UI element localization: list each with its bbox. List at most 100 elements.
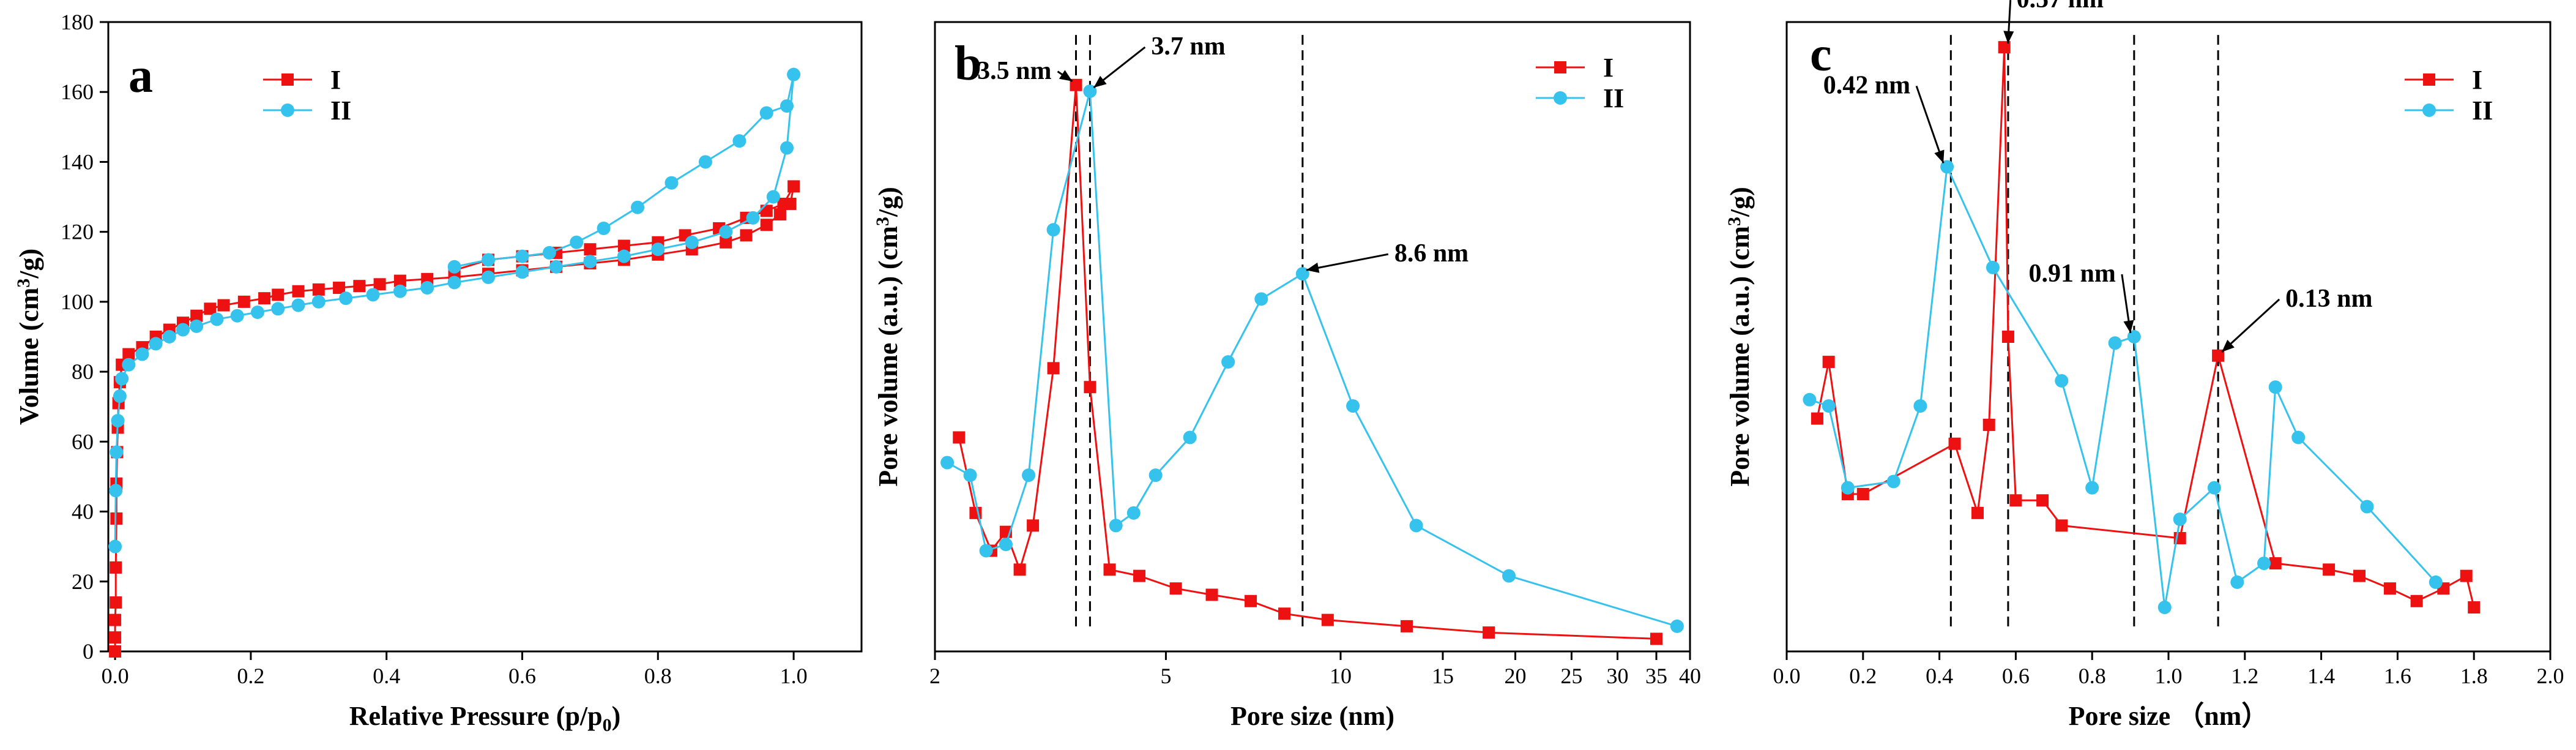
data-point-II: [617, 249, 631, 263]
data-point-II: [766, 190, 780, 204]
data-point-I: [584, 243, 597, 256]
data-point-II: [2085, 481, 2099, 495]
data-point-I: [237, 295, 250, 308]
x-tick-label: 1.2: [2231, 664, 2258, 688]
y-tick-label: 160: [61, 80, 94, 104]
data-point-II: [2230, 575, 2244, 589]
x-tick-label: 0.6: [2002, 664, 2030, 688]
data-point-II: [1254, 292, 1268, 306]
data-point-II: [176, 323, 190, 337]
x-tick-label: 0.0: [1773, 664, 1801, 688]
data-point-I: [2055, 519, 2068, 532]
plot-frame: [107, 21, 863, 653]
data-point-I: [1483, 626, 1495, 639]
annotation-arrow: [1306, 253, 1389, 271]
x-axis-label: Pore size （nm）: [2069, 701, 2269, 731]
data-point-II: [963, 468, 977, 482]
legend-label: I: [1603, 53, 1614, 83]
data-point-I: [1822, 356, 1835, 369]
data-point-II: [149, 337, 163, 351]
data-point-II: [1126, 506, 1141, 520]
x-tick-label: 0.8: [2079, 664, 2106, 688]
data-point-I: [2410, 594, 2423, 607]
x-tick-label: 0.2: [1849, 664, 1877, 688]
series-line-II: [947, 91, 1678, 628]
data-point-I: [110, 561, 122, 574]
data-point-II: [110, 445, 124, 459]
y-axis-label-sup: 3: [1724, 217, 1744, 226]
data-point-I: [122, 348, 135, 361]
data-point-II: [1083, 84, 1097, 99]
data-point-I: [353, 280, 366, 293]
x-axis-label-sub: 0: [603, 715, 612, 735]
legend-marker-II: [1554, 91, 1567, 105]
data-point-I: [1103, 563, 1116, 576]
data-point-II: [2108, 336, 2122, 350]
data-point-II: [780, 99, 794, 113]
data-point-I: [1856, 488, 1869, 500]
data-point-I: [1070, 78, 1082, 91]
data-point-II: [583, 255, 597, 269]
data-point-II: [1803, 392, 1817, 407]
data-point-I: [204, 302, 217, 315]
data-point-I: [1245, 594, 1257, 607]
data-point-I: [109, 645, 122, 658]
data-point-I: [1998, 41, 2011, 54]
x-tick-label: 20: [1504, 664, 1526, 688]
data-point-II: [1841, 481, 1855, 495]
data-point-II: [746, 211, 760, 225]
data-point-I: [1027, 519, 1040, 532]
series-line-II: [1809, 163, 2436, 608]
data-point-II: [1022, 468, 1036, 482]
data-point-II: [447, 276, 461, 290]
data-point-I: [1278, 607, 1291, 620]
data-point-I: [740, 229, 753, 242]
data-point-I: [777, 197, 790, 210]
annotation-label: 0.57 nm: [2017, 0, 2104, 13]
data-point-I: [393, 274, 406, 287]
data-point-II: [291, 298, 305, 312]
data-point-I: [2212, 349, 2225, 362]
data-point-I: [2009, 494, 2022, 507]
data-point-II: [787, 67, 801, 81]
data-point-II: [366, 288, 380, 302]
data-point-I: [1321, 613, 1334, 626]
data-point-I: [292, 285, 305, 298]
data-point-I: [2460, 569, 2473, 582]
x-tick-label: 2.0: [2537, 664, 2564, 688]
series-line-I: [958, 84, 1657, 640]
data-point-I: [760, 204, 773, 217]
y-axis-label-main: Volume (cm: [14, 288, 44, 425]
data-point-II: [979, 544, 993, 558]
x-tick-label: 10: [1330, 664, 1352, 688]
data-point-II: [108, 539, 122, 553]
x-axis-label-main: Pore size （nm）: [2069, 701, 2269, 731]
y-axis-label-close: /g): [14, 249, 44, 279]
data-point-I: [109, 613, 122, 626]
data-point-II: [1221, 355, 1235, 369]
annotation-arrowhead: [1934, 149, 1945, 163]
data-point-II: [2360, 500, 2374, 514]
x-tick-label: 15: [1432, 664, 1454, 688]
annotation-arrow: [1915, 85, 1945, 163]
annotation-label: 3.7 nm: [1151, 32, 1225, 61]
series-line-II: [114, 74, 795, 547]
data-point-I: [373, 278, 386, 291]
plot-frame: [934, 21, 1691, 653]
legend-label: I: [330, 65, 341, 95]
data-point-II: [780, 141, 794, 155]
data-point-I: [1205, 588, 1218, 601]
data-point-I: [617, 239, 630, 252]
x-tick-label: 30: [1606, 664, 1628, 688]
data-point-II: [1109, 519, 1123, 533]
data-point-II: [311, 294, 326, 309]
data-point-II: [1822, 399, 1836, 413]
y-tick-label: 140: [61, 149, 94, 174]
data-point-II: [420, 281, 434, 295]
x-tick-label: 35: [1645, 664, 1667, 688]
x-tick-label: 0.2: [237, 664, 264, 688]
y-axis-label: Volume (cm3/g): [13, 249, 44, 425]
data-point-II: [1295, 267, 1309, 281]
data-point-I: [787, 180, 800, 193]
x-tick-label: 1.0: [2155, 664, 2183, 688]
